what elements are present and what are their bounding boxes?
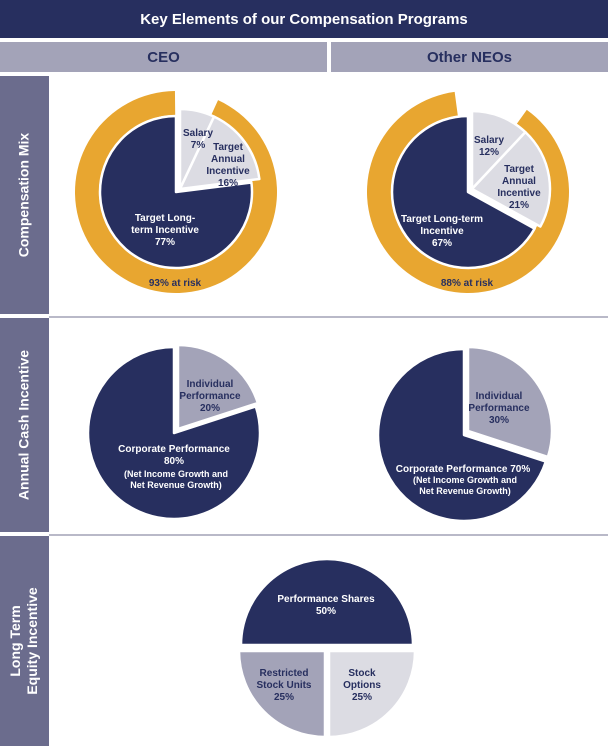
column-header-other-neos: Other NEOs — [331, 42, 608, 72]
label-salary-ceo: Salary 7% — [183, 128, 213, 151]
label-lti-other-neos: Target Long-term Incentive 67% — [401, 214, 483, 249]
page-title: Key Elements of our Compensation Program… — [0, 0, 608, 38]
individual-performance-slice-other-neos — [466, 345, 554, 459]
annual-incentive-slice-ceo — [178, 115, 261, 191]
label-at-risk-ceo: 93% at risk — [149, 278, 202, 289]
row-divider — [49, 534, 608, 536]
label-performance-shares: Performance Shares 50% — [277, 594, 375, 617]
label-corporate-performance-other-neos: Corporate Performance 70% — [396, 464, 531, 475]
performance-shares-slice — [239, 557, 415, 647]
individual-performance-slice-ceo — [176, 343, 260, 431]
label-stock-options: Stock Options 25% — [343, 668, 381, 703]
label-annual-incentive-other-neos: Target Annual Incentive 21% — [497, 164, 541, 211]
row-divider — [49, 316, 608, 318]
label-corporate-performance-ceo: Corporate Performance 80% — [118, 444, 230, 467]
column-header-ceo: CEO — [0, 42, 327, 72]
row-header-long-term-equity-incentive: Long Term Equity Incentive — [0, 536, 49, 746]
label-corporate-sub-other-neos: (Net Income Growth and Net Revenue Growth… — [413, 475, 517, 496]
stock-options-slice — [327, 649, 417, 739]
lti-slice-other-neos — [390, 114, 536, 270]
label-rsu: Restricted Stock Units 25% — [256, 668, 311, 703]
label-individual-performance-other-neos: Individual Performance 30% — [468, 391, 530, 426]
label-corporate-sub-ceo: (Net Income Growth and Net Revenue Growth… — [124, 469, 228, 490]
label-lti-ceo: Target Long-term Incentive 77% — [131, 213, 199, 248]
corporate-performance-slice-ceo — [86, 345, 262, 521]
row-header-annual-cash-incentive: Annual Cash Incentive — [0, 318, 49, 532]
label-individual-performance-ceo: Individual Performance 20% — [179, 379, 241, 414]
rsu-slice — [237, 649, 327, 739]
label-annual-incentive-ceo: Target Annual Incentive 16% — [206, 142, 250, 189]
row-header-compensation-mix: Compensation Mix — [0, 76, 49, 314]
label-at-risk-other-neos: 88% at risk — [441, 278, 494, 289]
lti-slice-ceo — [98, 114, 254, 270]
label-salary-other-neos: Salary 12% — [474, 135, 504, 158]
corporate-performance-slice-other-neos — [376, 347, 548, 523]
annual-incentive-slice-other-neos — [470, 130, 552, 228]
